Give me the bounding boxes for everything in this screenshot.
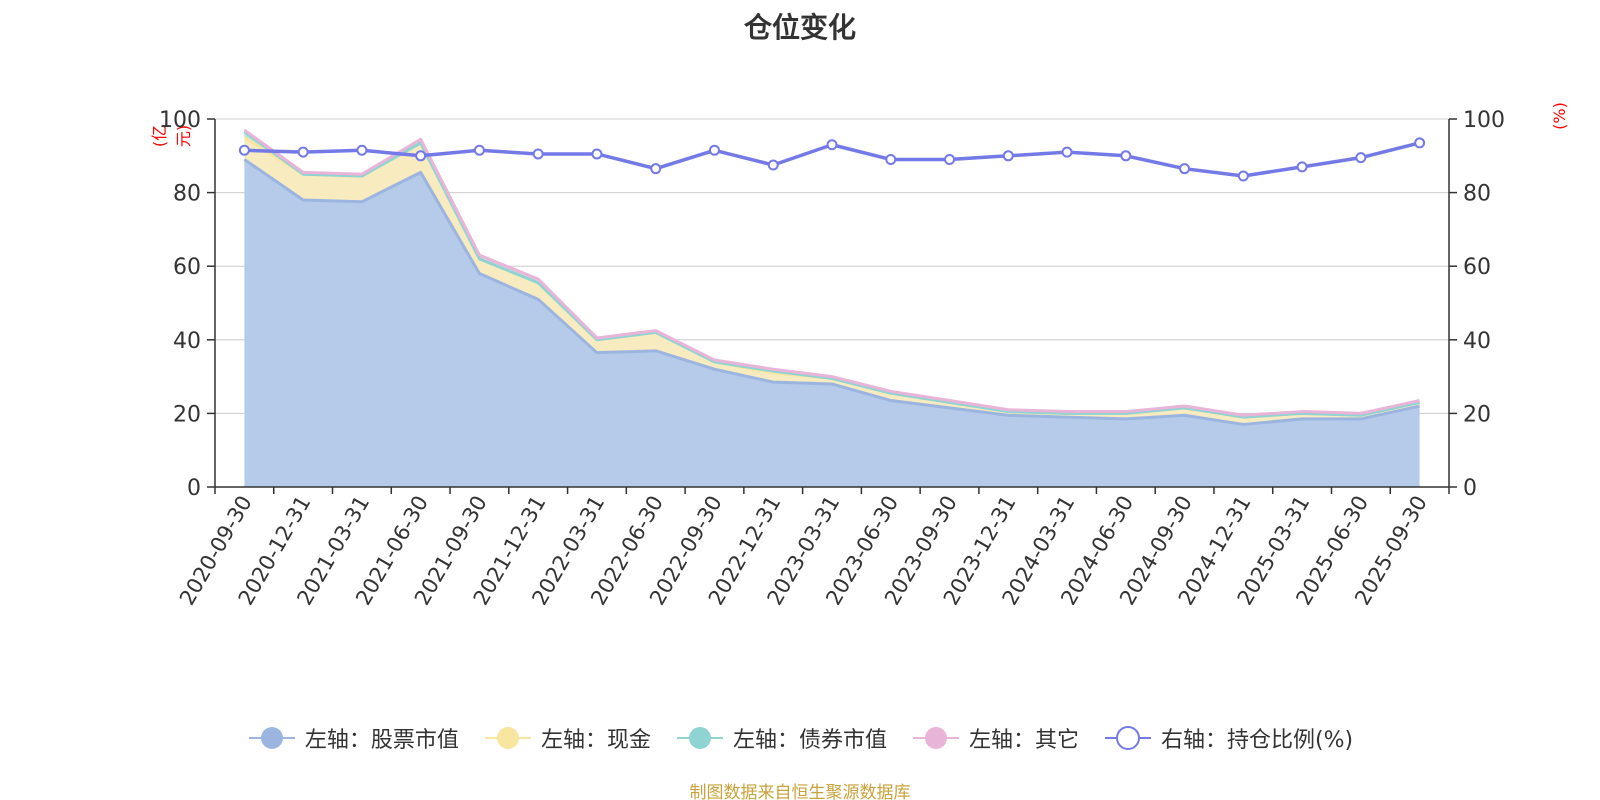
- line-other: [243, 128, 1420, 417]
- left-axis-tick-label: 0: [187, 476, 201, 501]
- left-axis-tick-label: 20: [173, 402, 201, 427]
- left-axis-tick-label: 40: [173, 329, 201, 354]
- position-ratio-point: [591, 148, 603, 160]
- legend-item-other[interactable]: 左轴：其它: [911, 722, 1079, 754]
- position-ratio-point: [356, 144, 368, 156]
- legend-marker-icon: [1104, 726, 1151, 750]
- legend-marker-icon: [248, 727, 295, 749]
- legend-marker-icon: [484, 727, 531, 749]
- legend-label: 右轴：持仓比例(%): [1160, 728, 1354, 753]
- position-ratio-point: [1237, 170, 1249, 182]
- right-axis-tick-label: 0: [1463, 476, 1477, 501]
- left-axis-tick-label: 100: [159, 108, 201, 133]
- data-source-note: 制图数据来自恒生聚源数据库: [689, 783, 911, 800]
- legend-label: 左轴：现金: [540, 728, 651, 753]
- right-axis-tick-label: 40: [1463, 329, 1491, 354]
- position-ratio-point: [1120, 150, 1132, 162]
- right-axis-tick-label: 60: [1463, 255, 1491, 280]
- position-ratio-point: [1355, 152, 1367, 164]
- left-axis-tick-label: 60: [173, 255, 201, 280]
- position-ratio-point: [1061, 146, 1073, 158]
- left-axis-tick-label: 80: [173, 182, 201, 207]
- position-ratio-point: [885, 153, 897, 165]
- legend-item-cash[interactable]: 左轴：现金: [483, 722, 651, 754]
- position-ratio-point: [1296, 161, 1308, 173]
- legend-label: 左轴：债券市值: [732, 728, 887, 753]
- position-ratio-point: [708, 144, 720, 156]
- position-ratio-point: [1002, 150, 1014, 162]
- position-ratio-point: [473, 144, 485, 156]
- chart-plot: 0204060801000204060801002020-09-302020-1…: [159, 108, 1505, 609]
- position-ratio-point: [767, 159, 779, 171]
- legend-marker-icon: [912, 727, 959, 749]
- legend-label: 左轴：股票市值: [304, 728, 459, 753]
- position-ratio-point: [297, 146, 309, 158]
- position-ratio-point: [650, 163, 662, 175]
- area-stock: [244, 159, 1420, 488]
- right-axis-tick-label: 80: [1463, 182, 1491, 207]
- position-ratio-point: [415, 150, 427, 162]
- position-ratio-point: [532, 148, 544, 160]
- position-ratio-point: [826, 139, 838, 151]
- chart-legend: 左轴：股票市值 左轴：现金 左轴：债券市值 左轴：其它: [0, 718, 1600, 758]
- legend-marker-icon: [676, 727, 723, 749]
- legend-item-stock[interactable]: 左轴：股票市值: [247, 722, 459, 754]
- right-axis-tick-label: 20: [1463, 402, 1491, 427]
- legend-item-position-ratio[interactable]: 右轴：持仓比例(%): [1103, 722, 1353, 754]
- line-bond: [243, 130, 1420, 419]
- line-stock: [243, 158, 1420, 426]
- position-ratio-point: [1179, 163, 1191, 175]
- position-ratio-point: [1414, 137, 1426, 149]
- legend-item-bond[interactable]: 左轴：债券市值: [675, 722, 887, 754]
- position-ratio-point: [238, 144, 250, 156]
- legend-label: 左轴：其它: [968, 728, 1079, 753]
- right-axis-tick-label: 100: [1463, 108, 1505, 133]
- position-ratio-point: [944, 153, 956, 165]
- chart-title: 仓位变化: [743, 11, 856, 44]
